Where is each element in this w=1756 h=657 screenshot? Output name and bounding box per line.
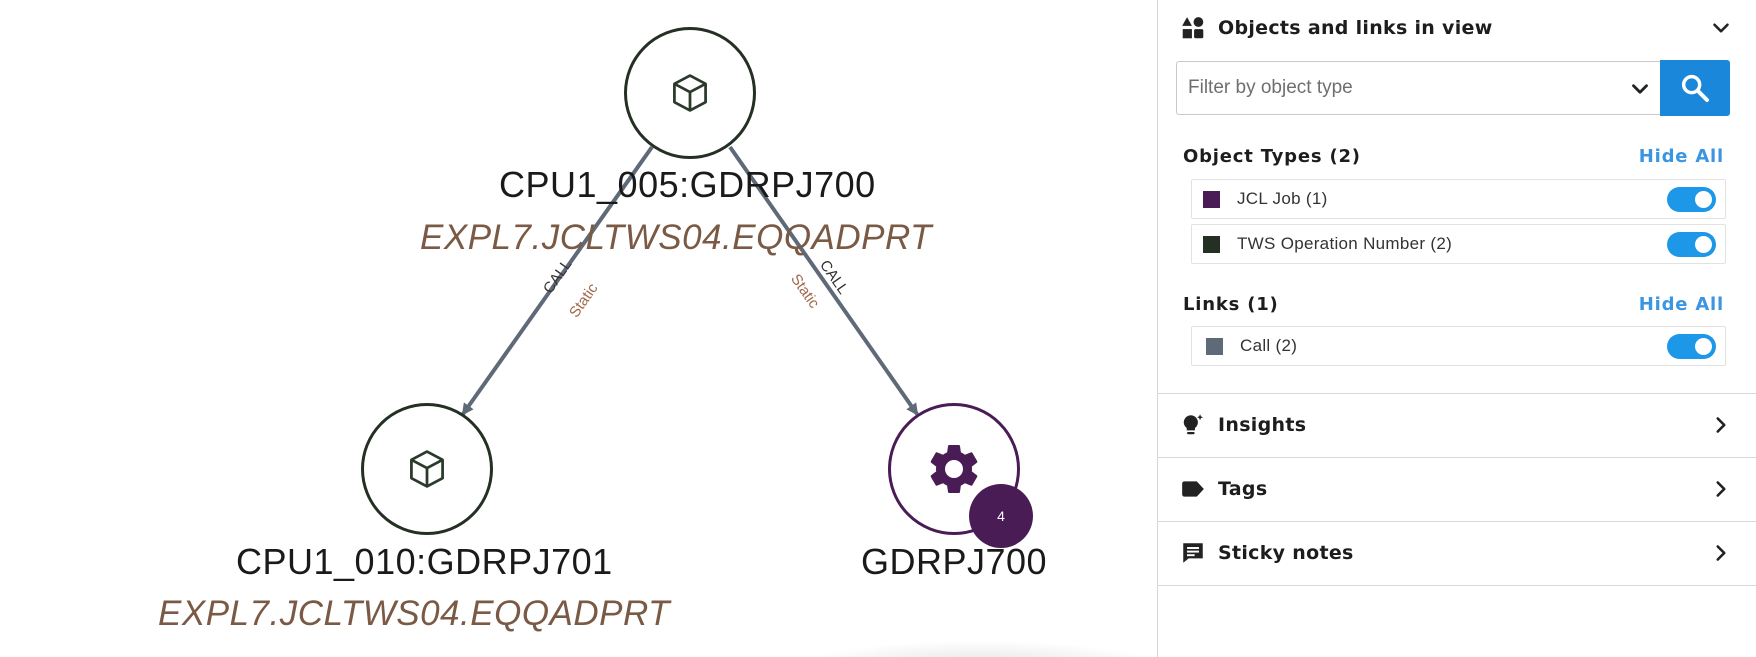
chevron-right-icon[interactable] — [1708, 412, 1734, 438]
call-swatch — [1206, 337, 1223, 355]
tws-operation-swatch — [1203, 235, 1220, 253]
sticky-note-icon — [1183, 543, 1203, 563]
tag-icon — [1182, 481, 1204, 497]
call-toggle[interactable] — [1667, 334, 1716, 359]
lightbulb-icon — [1183, 414, 1204, 435]
objects-section-title: Objects and links in view — [1218, 17, 1493, 39]
object-type-label: JCL Job (1) — [1237, 189, 1328, 208]
divider — [1158, 585, 1756, 586]
divider — [1158, 521, 1756, 522]
insights-title: Insights — [1218, 414, 1307, 436]
object-types-hide-all[interactable]: Hide All — [1638, 146, 1724, 167]
links-title: Links (1) — [1183, 294, 1279, 315]
chevron-right-icon[interactable] — [1708, 540, 1734, 566]
edge-top-to-right[interactable] — [728, 145, 919, 416]
sticky-notes-section-header[interactable]: Sticky notes — [1180, 538, 1734, 568]
filter-placeholder: Filter by object type — [1188, 77, 1353, 98]
sticky-notes-title: Sticky notes — [1218, 542, 1354, 564]
node-right-label: GDRPJ700 — [861, 541, 1048, 582]
object-type-filter[interactable]: Filter by object type — [1176, 61, 1661, 115]
jcl-job-swatch — [1203, 190, 1220, 208]
object-type-row-tws-operation[interactable]: TWS Operation Number (2) — [1191, 224, 1726, 264]
gear-icon — [930, 444, 978, 493]
toggle-knob — [1695, 338, 1712, 355]
graph-edges — [461, 145, 919, 416]
shapes-icon — [1182, 17, 1204, 39]
objects-section-header[interactable]: Objects and links in view — [1180, 13, 1734, 43]
object-types-title: Object Types (2) — [1183, 146, 1361, 167]
search-button[interactable] — [1660, 60, 1730, 116]
node-top-sublabel: EXPL7.JCLTWS04.EQQADPRT — [420, 218, 933, 257]
tws-operation-toggle[interactable] — [1667, 232, 1716, 257]
insights-section-header[interactable]: Insights — [1180, 410, 1734, 440]
cube-icon — [673, 74, 707, 112]
side-panel: Objects and links in view Filter by obje… — [1157, 0, 1756, 657]
toggle-knob — [1695, 191, 1712, 208]
cube-icon — [410, 450, 444, 488]
node-top-label: CPU1_005:GDRPJ700 — [499, 164, 876, 205]
canvas-shadow — [790, 640, 1157, 657]
object-type-label: TWS Operation Number (2) — [1237, 234, 1453, 253]
tags-section-header[interactable]: Tags — [1180, 474, 1734, 504]
chevron-down-icon[interactable] — [1708, 15, 1734, 41]
node-left-label: CPU1_010:GDRPJ701 — [236, 541, 613, 582]
link-row-call[interactable]: Call (2) — [1191, 326, 1726, 366]
node-left-sublabel: EXPL7.JCLTWS04.EQQADPRT — [158, 594, 671, 633]
node-operation-top[interactable] — [624, 27, 756, 159]
search-icon — [1681, 74, 1709, 102]
chevron-down-icon[interactable] — [1627, 76, 1653, 102]
node-operation-left[interactable] — [361, 403, 493, 535]
divider — [1158, 457, 1756, 458]
chevron-right-icon[interactable] — [1708, 476, 1734, 502]
graph-canvas[interactable]: CALL Static CALL Static CPU1_005:GDRPJ70… — [0, 0, 1157, 657]
tags-title: Tags — [1218, 478, 1268, 500]
toggle-knob — [1695, 236, 1712, 253]
edge-top-to-left[interactable] — [461, 145, 654, 416]
divider — [1158, 393, 1756, 394]
link-label: Call (2) — [1240, 336, 1298, 355]
node-jcl-job[interactable]: 4 — [888, 403, 1033, 548]
node-count-badge[interactable]: 4 — [969, 484, 1033, 548]
jcl-job-toggle[interactable] — [1667, 187, 1716, 212]
links-hide-all[interactable]: Hide All — [1638, 294, 1724, 315]
object-type-row-jcl-job[interactable]: JCL Job (1) — [1191, 179, 1726, 219]
